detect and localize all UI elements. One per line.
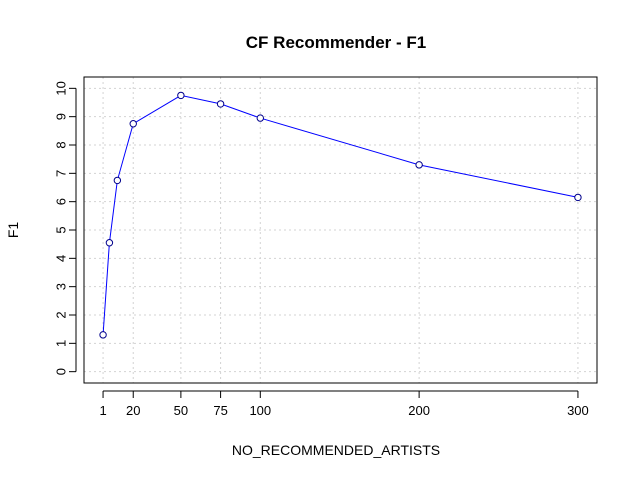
y-tick-label: 2 bbox=[53, 311, 68, 318]
data-point bbox=[256, 114, 264, 122]
x-tick-label: 300 bbox=[567, 403, 589, 418]
y-tick-label: 4 bbox=[53, 255, 68, 262]
plot-frame bbox=[83, 76, 598, 384]
y-tick-label: 5 bbox=[53, 226, 68, 233]
y-tick-label: 1 bbox=[53, 340, 68, 347]
x-axis-label: NO_RECOMMENDED_ARTISTS bbox=[232, 442, 440, 458]
data-point bbox=[177, 91, 185, 100]
chart-title: CF Recommender - F1 bbox=[246, 33, 426, 52]
x-tick-label: 200 bbox=[408, 403, 430, 418]
data-point bbox=[129, 120, 137, 128]
y-tick-label: 6 bbox=[53, 198, 68, 205]
series-line bbox=[102, 94, 579, 335]
y-tick-label: 0 bbox=[53, 368, 68, 375]
grid bbox=[84, 77, 597, 383]
data-point bbox=[415, 161, 423, 169]
data-point bbox=[105, 239, 114, 247]
y-tick-label: 9 bbox=[53, 113, 68, 120]
y-axis: 0 1 2 3 4 5 6 7 8 9 10 bbox=[53, 81, 77, 375]
data-point bbox=[216, 100, 225, 108]
x-tick-label: 1 bbox=[99, 403, 106, 418]
series-layer bbox=[99, 91, 582, 339]
x-axis: 1 20 50 75 100 200 300 bbox=[99, 390, 589, 418]
x-tick-label: 100 bbox=[249, 403, 271, 418]
y-axis-label: F1 bbox=[5, 222, 21, 239]
y-tick-label: 7 bbox=[53, 170, 68, 177]
data-point bbox=[99, 331, 107, 339]
y-tick-label: 10 bbox=[53, 81, 68, 95]
y-tick-label: 3 bbox=[53, 283, 68, 290]
data-point bbox=[113, 176, 122, 185]
x-tick-label: 75 bbox=[213, 403, 227, 418]
x-tick-label: 50 bbox=[174, 403, 188, 418]
y-tick-label: 8 bbox=[53, 141, 68, 148]
data-point bbox=[574, 193, 582, 202]
x-tick-label: 20 bbox=[126, 403, 140, 418]
